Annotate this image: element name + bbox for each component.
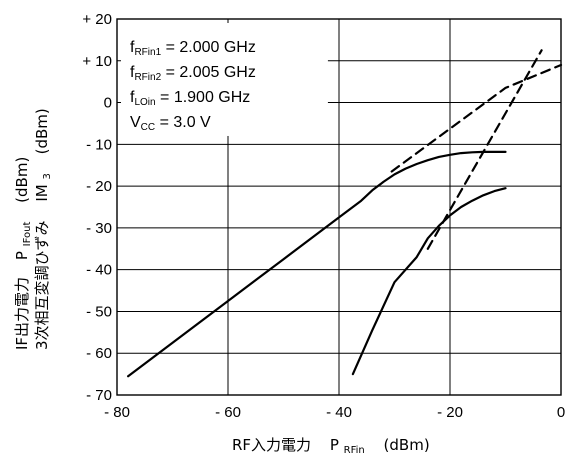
y-tick-label: - 30 (86, 220, 112, 237)
x-axis-label-symbol: P (330, 436, 339, 454)
y-tick-label: - 50 (86, 303, 112, 320)
y-axis-label-if-main: IF出力電力 (13, 277, 31, 350)
x-tick-label: - 80 (104, 404, 130, 421)
x-tick-label: - 20 (437, 404, 463, 421)
series-line-2 (351, 187, 507, 376)
y-tick-label: 0 (104, 95, 112, 112)
y-tick-label: - 40 (86, 262, 112, 279)
series-line-4 (426, 49, 543, 250)
y-tick-label: - 20 (86, 178, 112, 195)
grid (117, 19, 561, 395)
annotation-line: fLOin = 1.900 GHz (130, 89, 250, 108)
y-axis-label-im3-subscript: 3 (42, 173, 53, 179)
y-tick-label: - 70 (86, 387, 112, 404)
y-axis-label-im3-unit: (dBm) (33, 108, 51, 154)
x-tick-label: - 40 (326, 404, 352, 421)
y-tick-label: + 20 (82, 11, 112, 28)
y-axis-label-if-unit: (dBm) (13, 157, 31, 203)
series-line-1 (127, 150, 507, 378)
y-axis-label-im3-main: 3次相互変調ひずみ (33, 220, 51, 350)
x-tick-label: 0 (557, 404, 565, 421)
x-tick-label: - 60 (215, 404, 241, 421)
y-axis-label-im3: 3次相互変調ひずみ IM 3 (dBm) (33, 108, 54, 350)
x-axis-label: RF入力電力 P RFin (dBm) (232, 436, 430, 457)
y-tick-label: - 10 (86, 136, 112, 153)
series-line-3 (390, 63, 563, 173)
series (127, 49, 563, 378)
annotation-line: VCC = 3.0 V (130, 114, 211, 133)
y-axis-label-if-output: IF出力電力 P IFout (dBm) (13, 157, 34, 350)
x-axis-label-subscript: RFin (344, 445, 365, 456)
x-tick-labels: - 80 - 60 - 40 - 20 0 (104, 404, 565, 421)
y-tick-label: + 10 (82, 53, 112, 70)
x-axis-label-main: RF入力電力 (232, 436, 311, 454)
y-axis-label-im3-symbol: IM (33, 184, 51, 201)
annotations: fRFin1 = 2.000 GHz fRFin2 = 2.005 GHz fLOi… (130, 39, 256, 133)
annotation-background (121, 23, 328, 136)
y-axis-label-if-subscript: IFout (22, 222, 33, 247)
y-tick-labels: + 20 + 10 0 - 10 - 20 - 30 - 40 - 50 - 60 - 70 (82, 11, 112, 404)
y-tick-label: - 60 (86, 345, 112, 362)
y-axis-label-if-symbol: P (13, 251, 31, 260)
annotation-line: fRFin1 = 2.000 GHz (130, 39, 256, 58)
plot-frame (116, 18, 562, 396)
annotation-line: fRFin2 = 2.005 GHz (130, 64, 256, 83)
x-axis-label-unit: (dBm) (384, 436, 430, 454)
